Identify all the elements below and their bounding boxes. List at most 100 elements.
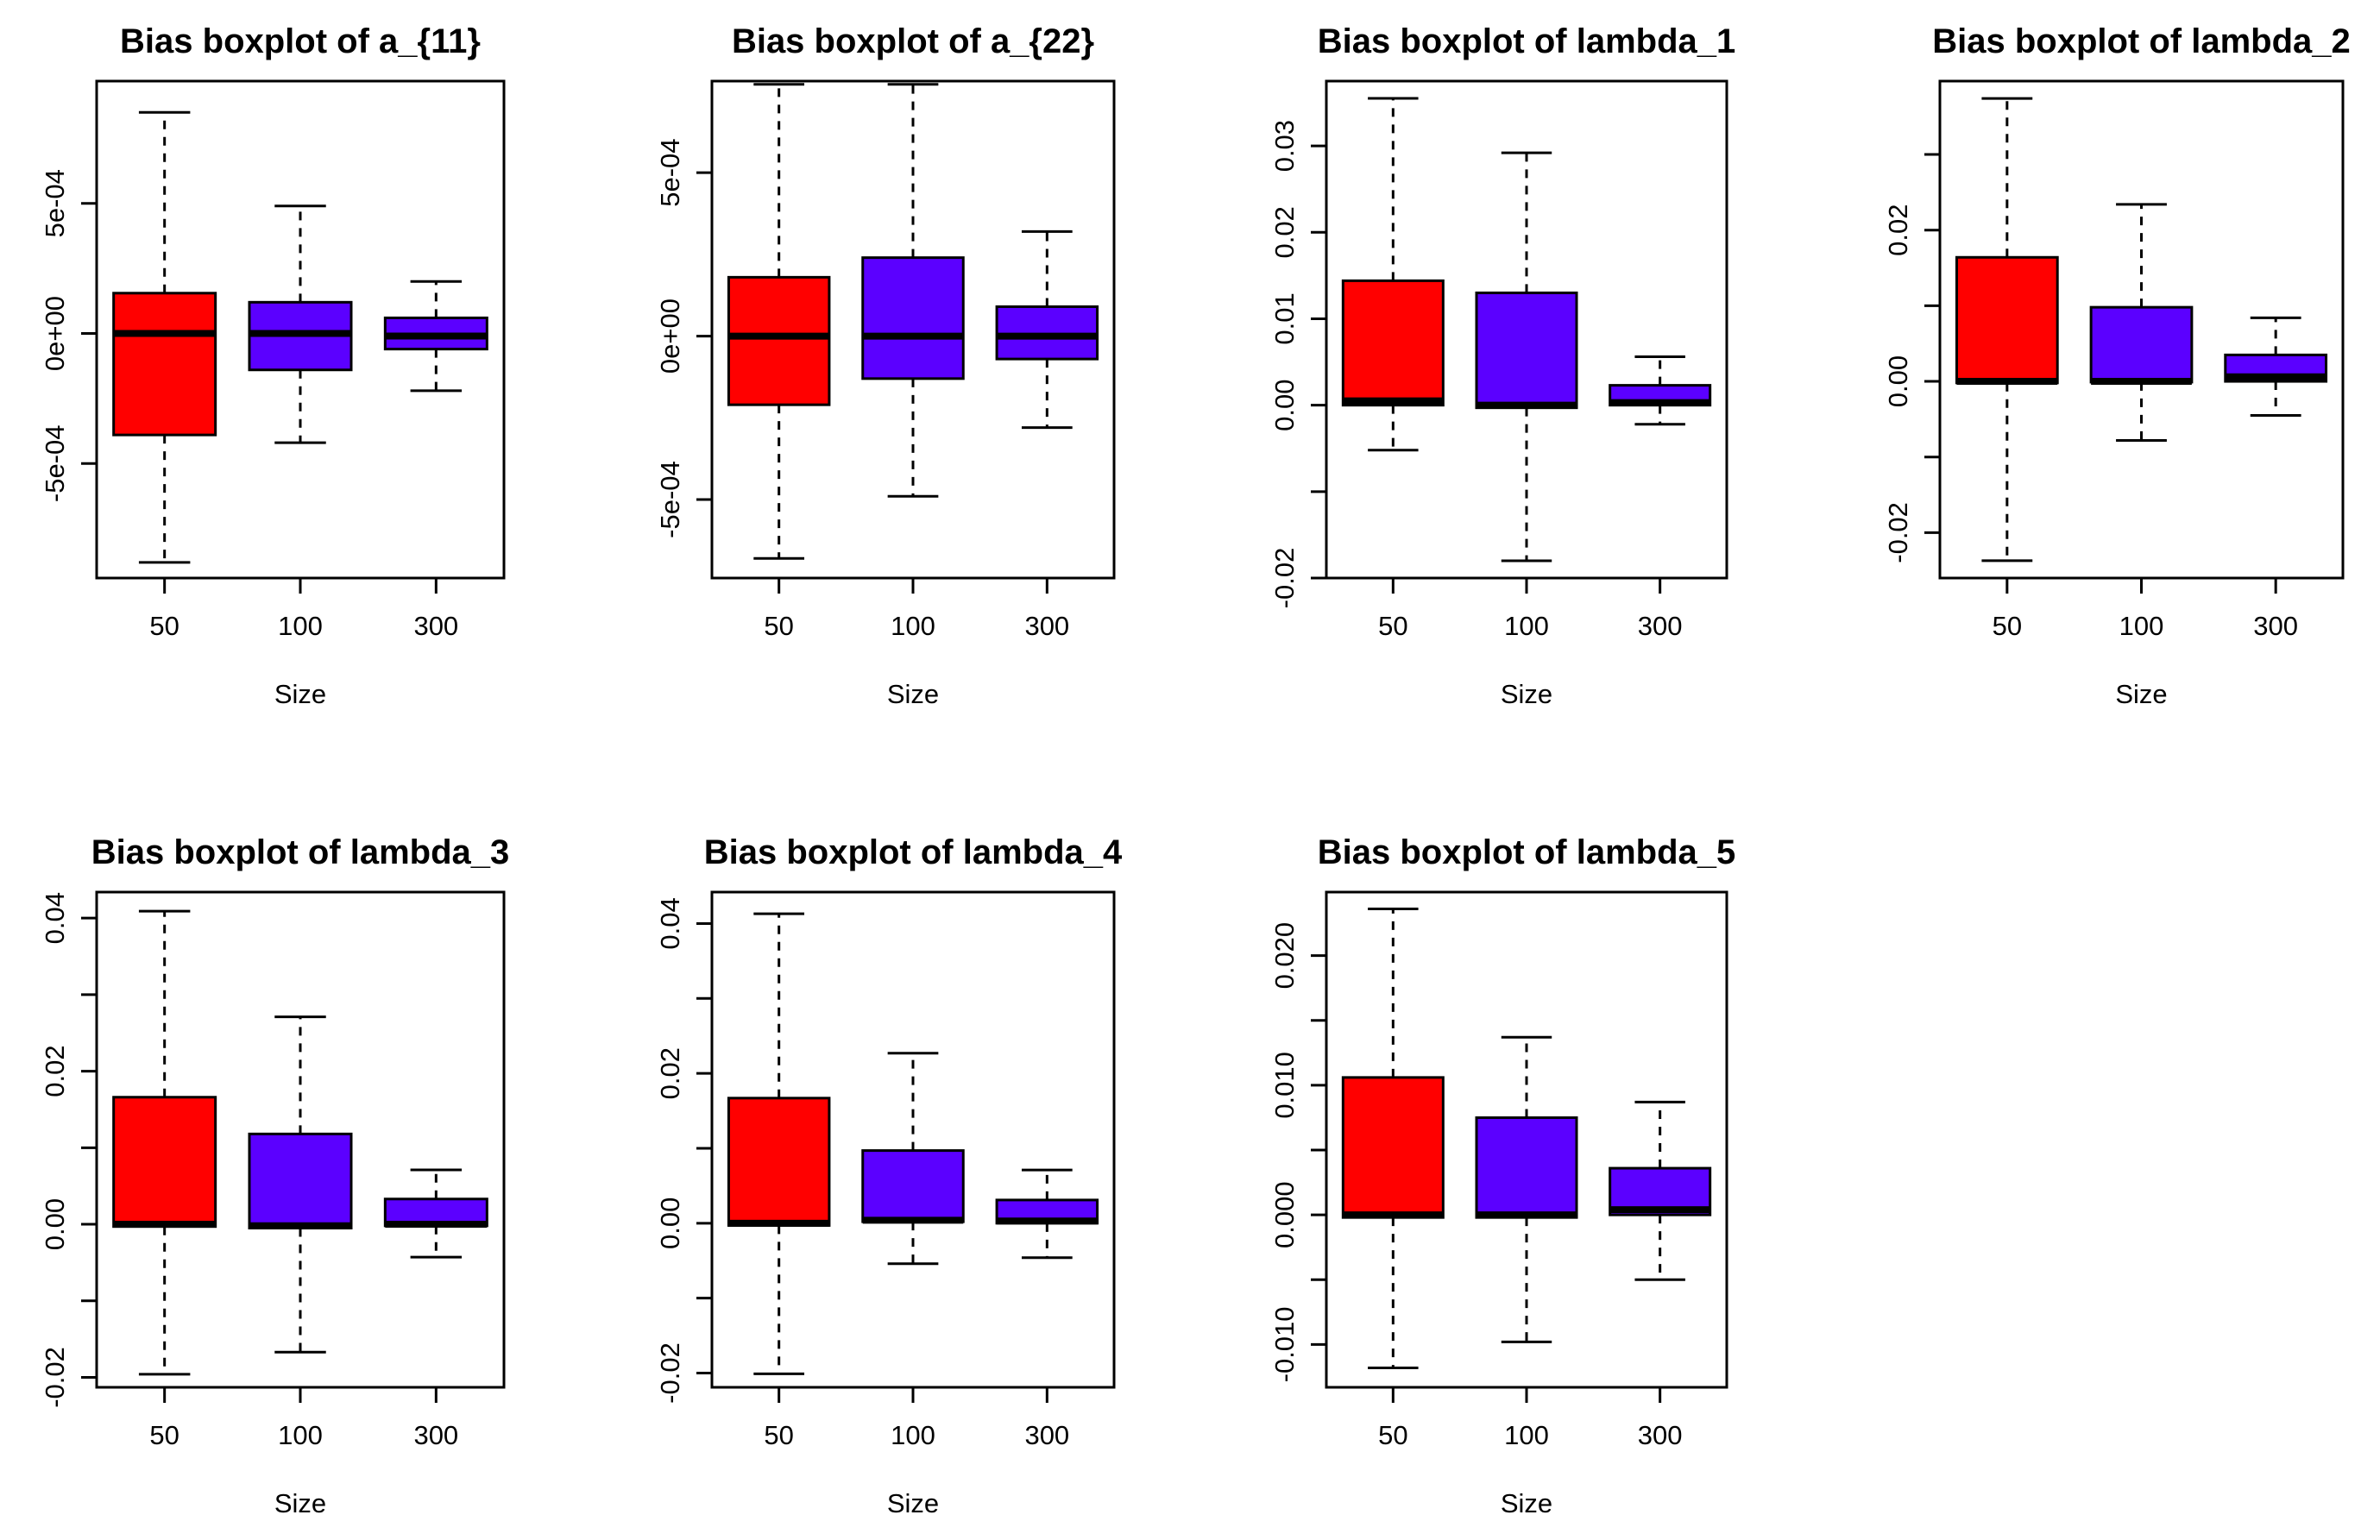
y-tick-label: 0e+00 — [40, 296, 70, 371]
x-axis-label: Size — [1501, 679, 1552, 709]
x-tick-label: 300 — [2253, 611, 2298, 641]
x-tick-label: 50 — [1993, 611, 2022, 641]
y-tick-label: -0.02 — [40, 1347, 70, 1408]
iqr-box — [1955, 255, 2059, 385]
box-300 — [995, 229, 1099, 430]
chart-panel-5: Bias boxplot of lambda_3 -0.02 0.00 0.02 0.0… — [40, 833, 509, 1518]
box-50 — [1341, 97, 1445, 452]
y-tick-label: -5e-04 — [40, 425, 70, 503]
box-100 — [1475, 1035, 1578, 1343]
box-50 — [1955, 97, 2059, 563]
chart-title: Bias boxplot of lambda_5 — [1318, 833, 1736, 871]
x-axis-label: Size — [1501, 1488, 1552, 1518]
y-tick-label: 5e-04 — [655, 138, 685, 206]
box-100 — [861, 1052, 965, 1266]
x-tick-label: 300 — [413, 1420, 458, 1450]
x-tick-label: 50 — [764, 1420, 793, 1450]
y-tick-label: 0e+00 — [655, 299, 685, 374]
x-axis-label: Size — [274, 1488, 326, 1518]
chart-panel-6: Bias boxplot of lambda_4 -0.02 0.00 0.02 0.0… — [655, 833, 1123, 1518]
iqr-box — [1341, 279, 1445, 407]
chart-title: Bias boxplot of a_{11} — [120, 22, 481, 60]
iqr-box — [2089, 305, 2194, 384]
y-tick-label: 0.02 — [1883, 204, 1913, 256]
x-tick-label: 100 — [1504, 1420, 1549, 1450]
x-axis-label: Size — [887, 679, 939, 709]
iqr-box — [1475, 291, 1578, 410]
y-tick-label: 0.00 — [40, 1198, 70, 1250]
box-300 — [383, 280, 488, 393]
x-tick-label: 300 — [1024, 611, 1069, 641]
x-tick-label: 100 — [891, 611, 935, 641]
box-300 — [1609, 1100, 1712, 1281]
x-axis-label: Size — [274, 679, 326, 709]
iqr-box — [1341, 1076, 1445, 1219]
iqr-box — [861, 1149, 965, 1223]
iqr-box — [112, 1096, 217, 1229]
x-axis-label: Size — [887, 1488, 939, 1518]
y-tick-label: 0.03 — [1269, 120, 1300, 172]
box-100 — [861, 83, 965, 498]
chart-title: Bias boxplot of lambda_3 — [91, 833, 510, 871]
box-300 — [383, 1168, 488, 1259]
x-tick-label: 100 — [278, 611, 323, 641]
y-tick-label: 0.02 — [655, 1047, 685, 1099]
x-tick-label: 100 — [2119, 611, 2164, 641]
y-tick-label: 0.02 — [40, 1045, 70, 1097]
chart-panel-2: Bias boxplot of a_{22} -5e-04 0e+00 5e-04 50… — [655, 22, 1116, 709]
iqr-box — [1475, 1116, 1578, 1219]
y-tick-label: 0.00 — [655, 1197, 685, 1249]
chart-panel-3: Bias boxplot of lambda_1 -0.02 0.00 0.01 0.0… — [1269, 22, 1735, 709]
y-tick-label: -0.02 — [1883, 502, 1913, 563]
y-tick-label: 0.000 — [1269, 1181, 1300, 1248]
iqr-box — [112, 292, 217, 437]
box-100 — [2089, 203, 2194, 442]
box-50 — [112, 110, 217, 564]
iqr-box — [861, 256, 965, 380]
box-300 — [995, 1168, 1099, 1260]
box-50 — [727, 83, 831, 560]
x-tick-label: 100 — [891, 1420, 935, 1450]
box-100 — [248, 204, 353, 444]
y-tick-label: -0.02 — [1269, 548, 1300, 609]
box-50 — [1341, 908, 1445, 1369]
y-tick-label: -0.010 — [1269, 1306, 1300, 1382]
y-tick-label: 0.010 — [1269, 1052, 1300, 1119]
x-tick-label: 50 — [764, 611, 793, 641]
box-300 — [2224, 316, 2328, 418]
y-tick-label: 0.00 — [1269, 379, 1300, 431]
box-50 — [112, 909, 217, 1376]
x-axis-label: Size — [2115, 679, 2167, 709]
y-tick-label: 5e-04 — [40, 169, 70, 237]
x-tick-label: 300 — [1024, 1420, 1069, 1450]
y-tick-label: 0.01 — [1269, 292, 1300, 344]
chart-panel-4: Bias boxplot of lambda_2 -0.02 0.00 0.02 50 1… — [1883, 22, 2351, 709]
y-tick-label: -0.02 — [655, 1342, 685, 1404]
x-tick-label: 100 — [278, 1420, 323, 1450]
y-tick-label: 0.00 — [1883, 355, 1913, 407]
box-100 — [1475, 151, 1578, 563]
box-50 — [727, 912, 831, 1375]
iqr-box — [727, 1097, 831, 1227]
box-300 — [1609, 355, 1712, 426]
x-tick-label: 300 — [413, 611, 458, 641]
chart-panel-1: Bias boxplot of a_{11} -5e-04 0e+00 5e-04 50… — [40, 22, 506, 709]
chart-title: Bias boxplot of a_{22} — [732, 22, 1094, 60]
y-tick-label: 0.02 — [1269, 206, 1300, 258]
x-tick-label: 300 — [1638, 611, 1683, 641]
y-tick-label: 0.04 — [655, 897, 685, 949]
chart-title: Bias boxplot of lambda_1 — [1318, 22, 1736, 60]
y-tick-label: -5e-04 — [655, 461, 685, 538]
y-tick-label: 0.020 — [1269, 922, 1300, 990]
x-tick-label: 50 — [149, 611, 179, 641]
iqr-box — [727, 275, 831, 406]
iqr-box — [248, 1132, 353, 1229]
x-tick-label: 300 — [1638, 1420, 1683, 1450]
chart-panel-7: Bias boxplot of lambda_5 -0.010 0.000 0.010… — [1269, 833, 1735, 1518]
x-tick-label: 50 — [1378, 611, 1407, 641]
chart-title: Bias boxplot of lambda_4 — [704, 833, 1123, 871]
y-tick-label: 0.04 — [40, 892, 70, 944]
x-tick-label: 50 — [1378, 1420, 1407, 1450]
chart-title: Bias boxplot of lambda_2 — [1932, 22, 2351, 60]
